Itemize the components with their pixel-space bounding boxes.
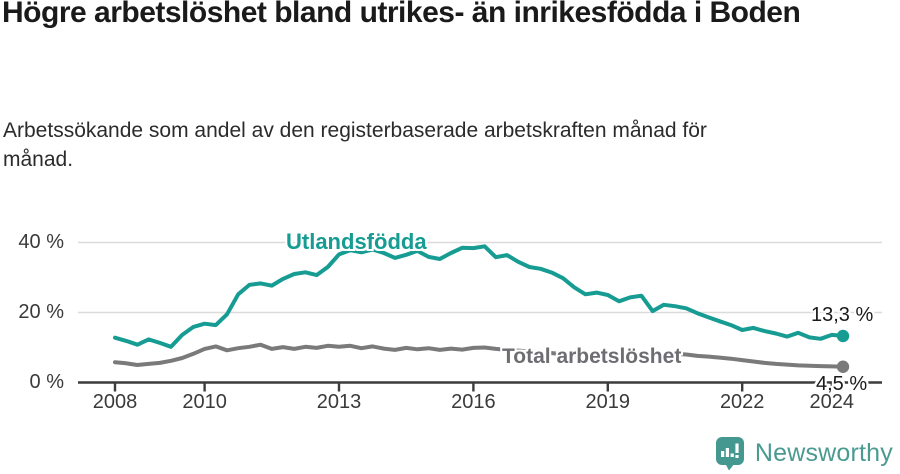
x-axis-tick-label: 2013 bbox=[316, 391, 362, 413]
end-value-label-utlandsfodda: 13,3 % bbox=[811, 304, 874, 326]
series-label-total-arbetsloshet: Total arbetslöshet bbox=[502, 345, 682, 368]
chart-title: Högre arbetslöshet bland utrikes- än inr… bbox=[2, 0, 801, 29]
x-axis-tick-label: 2024 bbox=[809, 391, 855, 413]
newsworthy-logo-icon bbox=[715, 437, 744, 471]
y-axis-tick-label: 40 % bbox=[18, 230, 64, 253]
newsworthy-wordmark: Newsworthy bbox=[754, 439, 893, 467]
x-axis-tick-label: 2010 bbox=[182, 391, 227, 413]
x-axis-tick-label: 2008 bbox=[92, 391, 138, 413]
chart-subtitle: Arbetssökande som andel av den registerb… bbox=[3, 119, 707, 171]
y-axis-tick-label: 0 % bbox=[29, 370, 64, 393]
end-value-label-total-arbetsloshet: 4,5 % bbox=[816, 373, 868, 395]
newsworthy-branding: Newsworthy bbox=[715, 436, 893, 471]
x-axis-tick-label: 2022 bbox=[719, 391, 765, 413]
x-axis-tick-label: 2016 bbox=[451, 391, 496, 413]
x-axis-tick-label: 2019 bbox=[585, 391, 631, 413]
y-axis-tick-label: 20 % bbox=[18, 300, 64, 323]
series-label-utlandsfodda: Utlandsfödda bbox=[286, 229, 427, 254]
